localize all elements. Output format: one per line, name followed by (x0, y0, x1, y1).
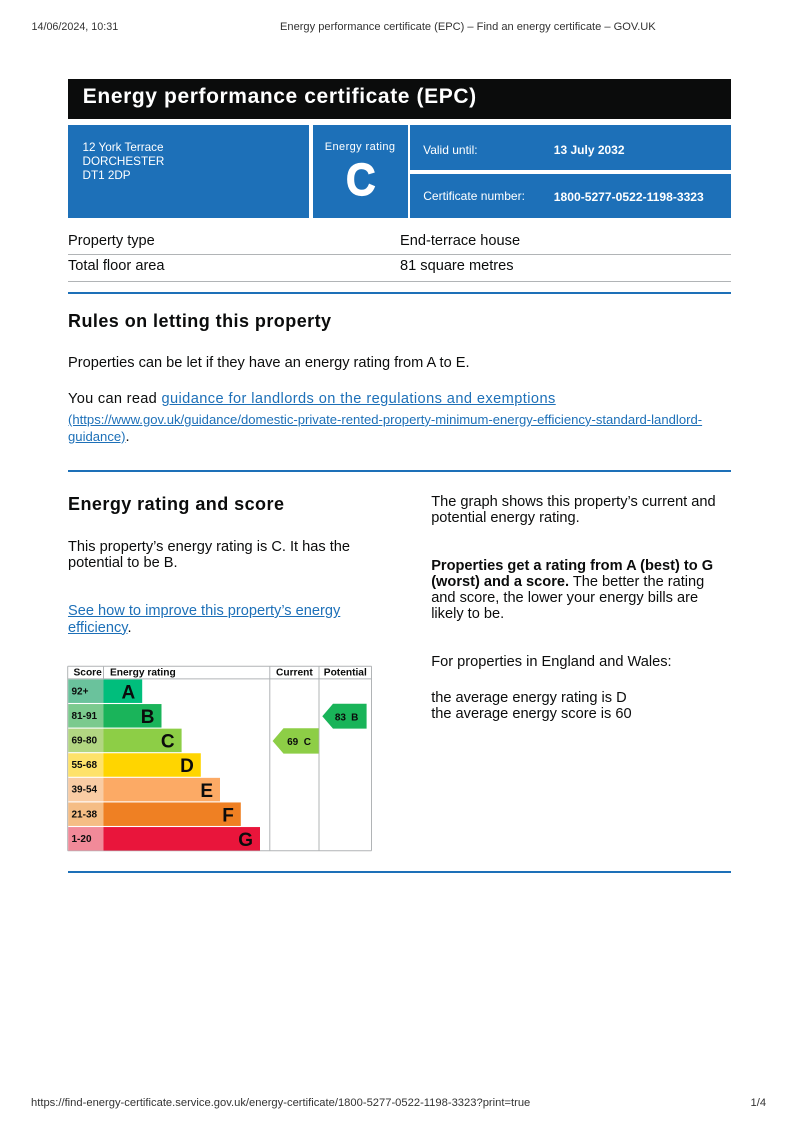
svg-text:Score: Score (74, 667, 103, 678)
svg-text:39-54: 39-54 (72, 785, 98, 796)
svg-text:D: D (180, 756, 194, 777)
svg-text:81-91: 81-91 (72, 711, 98, 722)
svg-text:Energy rating: Energy rating (110, 667, 176, 678)
svg-text:Current: Current (276, 667, 313, 678)
svg-text:F: F (222, 805, 234, 826)
svg-text:E: E (200, 781, 213, 802)
svg-text:C: C (304, 737, 311, 748)
svg-text:69-80: 69-80 (72, 736, 98, 747)
svg-text:55-68: 55-68 (72, 760, 98, 771)
svg-text:83: 83 (335, 713, 347, 724)
svg-text:92+: 92+ (72, 686, 89, 697)
svg-text:B: B (141, 707, 155, 728)
svg-text:69: 69 (287, 737, 299, 748)
svg-text:21-38: 21-38 (72, 809, 98, 820)
svg-text:G: G (238, 830, 253, 851)
svg-text:1-20: 1-20 (72, 834, 92, 845)
svg-text:C: C (161, 732, 175, 753)
svg-text:Potential: Potential (324, 667, 367, 678)
svg-text:A: A (121, 682, 135, 703)
svg-text:B: B (351, 713, 358, 724)
